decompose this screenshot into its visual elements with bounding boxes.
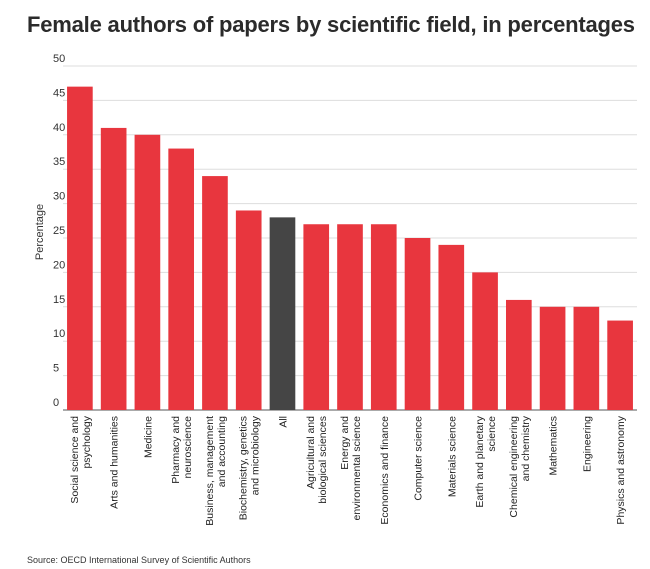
bar [168, 148, 195, 410]
bar [235, 210, 262, 410]
bar [67, 86, 93, 410]
y-tick-label: 40 [53, 122, 65, 134]
source-note: Source: OECD International Survey of Sci… [27, 555, 251, 565]
x-tick-label: Energy andenvironmental science [339, 416, 363, 521]
x-tick-label: Computer science [413, 416, 425, 501]
x-tick-label: Arts and humanities [109, 416, 121, 509]
x-tick-label: Agricultural andbiological sciences [305, 416, 329, 504]
bar [337, 224, 363, 410]
bar [539, 306, 566, 410]
y-tick-label: 45 [53, 87, 65, 99]
y-tick-label: 30 [53, 191, 65, 203]
x-tick-label: Pharmacy andneuroscience [170, 416, 194, 484]
y-tick-label: 0 [53, 397, 59, 409]
x-tick-label: Chemical engineeringand chemistry [508, 415, 532, 517]
bars [67, 86, 633, 411]
bar [505, 299, 532, 410]
x-tick-label: Social science andpsychology [69, 415, 93, 503]
y-axis-ticks: 0 5 10 15 20 25 30 35 40 45 50 [53, 53, 65, 409]
y-tick-label: 10 [53, 328, 65, 340]
y-tick-label: 5 [53, 363, 59, 375]
y-tick-label: 20 [53, 259, 65, 271]
x-tick-label: Medicine [142, 416, 154, 458]
x-tick-label: All [277, 416, 289, 428]
x-tick-label: Biochemistry, geneticsand microbiology [238, 415, 262, 520]
y-tick-label: 35 [53, 156, 65, 168]
bar [438, 244, 465, 410]
x-tick-label: Earth and planetaryscience [474, 415, 498, 507]
y-tick-label: 25 [53, 225, 65, 237]
x-tick-label: Mathematics [548, 416, 560, 476]
bar [472, 272, 498, 410]
y-axis-label: Percentage [34, 204, 46, 260]
bar [607, 320, 633, 410]
y-tick-label: 50 [53, 53, 65, 65]
bar [370, 224, 397, 410]
chart-title: Female authors of papers by scientific f… [27, 12, 635, 37]
bar [202, 176, 228, 410]
bar [134, 134, 161, 411]
x-tick-label: Engineering [581, 416, 593, 472]
bar [573, 306, 600, 410]
x-tick-label: Materials science [446, 416, 458, 497]
x-axis-labels: Social science andpsychology Arts and hum… [69, 415, 627, 525]
x-tick-label: Business, managementand accounting [204, 416, 228, 526]
y-tick-label: 15 [53, 294, 65, 306]
bar [404, 238, 431, 410]
bar [100, 127, 127, 411]
bar [303, 224, 330, 410]
x-tick-label: Physics and astronomy [615, 415, 627, 524]
bar [269, 217, 296, 410]
x-tick-label: Economics and finance [379, 416, 391, 525]
